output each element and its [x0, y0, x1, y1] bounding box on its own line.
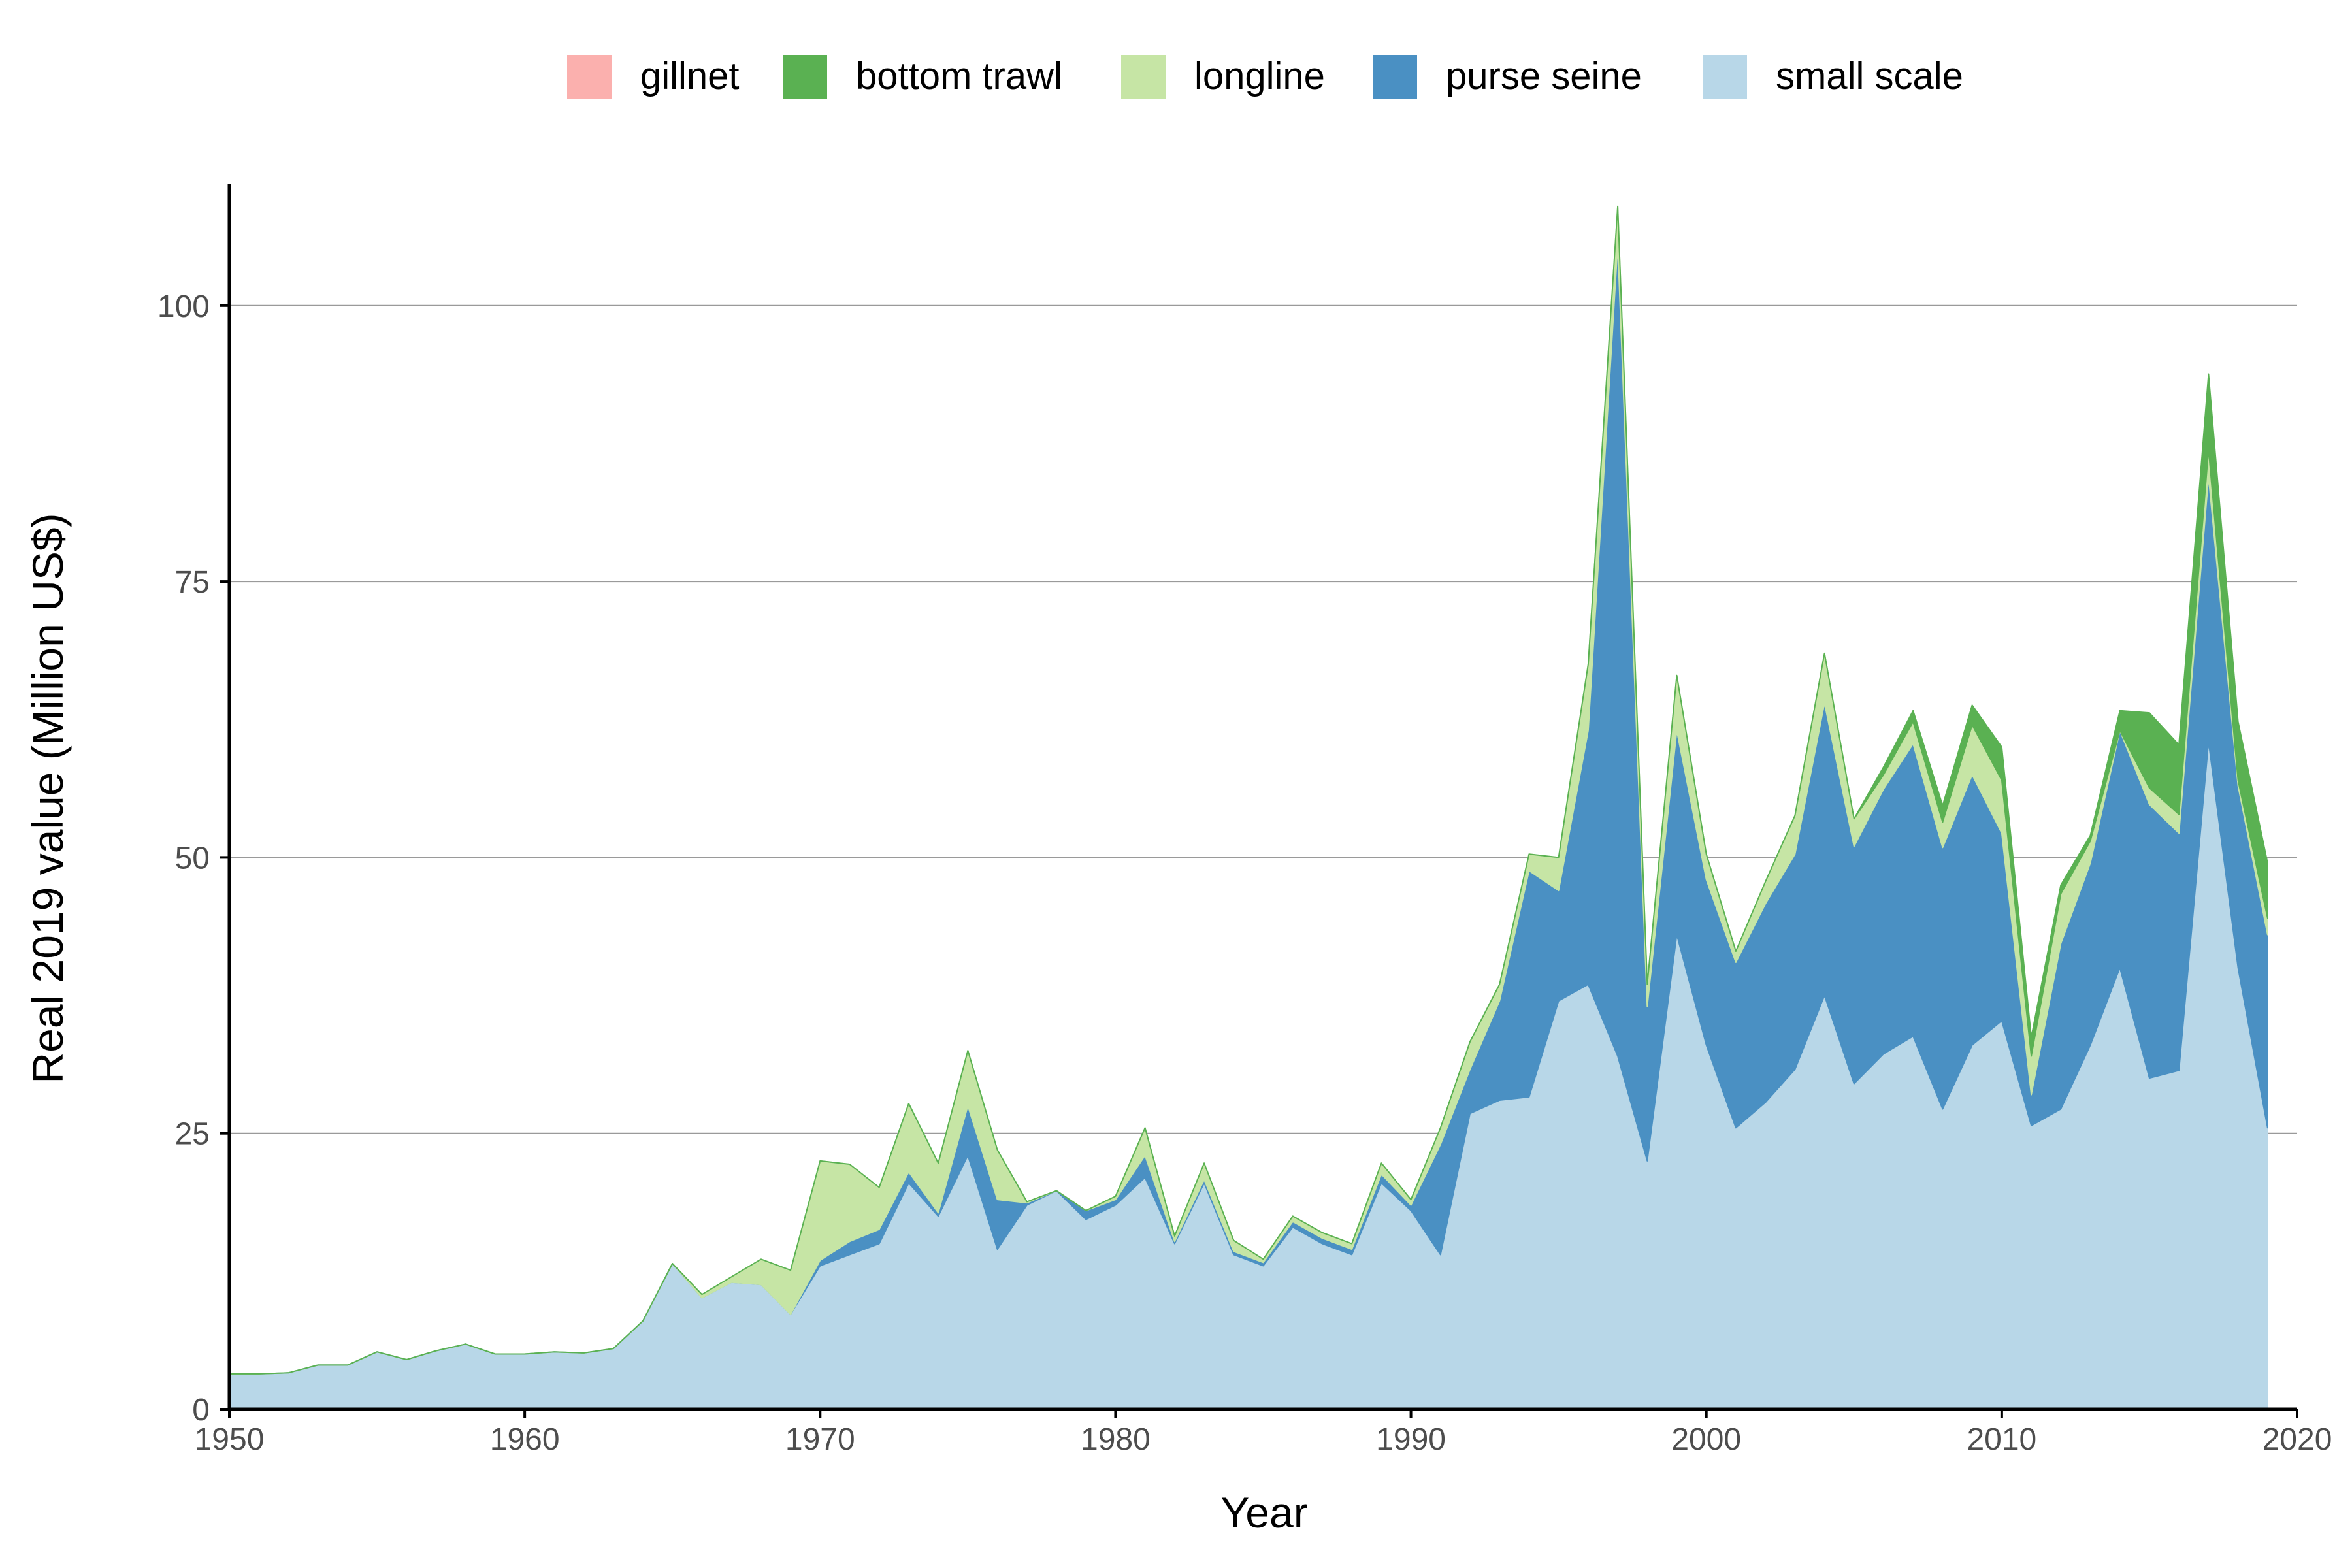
x-axis-ticks: 1950 1960 1970 1980 1990 2000 2010 2020 [195, 1409, 2332, 1457]
x-tick-label-1990: 1990 [1376, 1422, 1446, 1457]
y-tick-label-50: 50 [175, 841, 210, 875]
legend-item-gillnet: gillnet [567, 55, 740, 99]
axes [227, 184, 2297, 1411]
legend-label-gillnet: gillnet [640, 55, 740, 97]
series-areas [229, 205, 2268, 1410]
y-tick-label-100: 100 [157, 289, 210, 324]
x-axis-title: Year [1220, 1488, 1307, 1537]
legend: gillnet bottom trawl longline purse seine sm… [567, 55, 1963, 99]
legend-label-longline: longline [1194, 55, 1325, 97]
legend-label-purse-seine: purse seine [1446, 55, 1642, 97]
legend-swatch-bottom-trawl [783, 55, 827, 99]
legend-swatch-small-scale [1703, 55, 1747, 99]
y-tick-label-25: 25 [175, 1117, 210, 1152]
legend-item-small-scale: small scale [1703, 55, 1963, 99]
legend-item-bottom-trawl: bottom trawl [783, 55, 1062, 99]
y-tick-label-75: 75 [175, 565, 210, 600]
y-axis-title: Real 2019 value (Million US$) [24, 513, 72, 1083]
x-tick-label-1950: 1950 [195, 1422, 265, 1457]
y-axis-ticks: 0 25 50 75 100 [157, 289, 229, 1428]
legend-label-small-scale: small scale [1776, 55, 1963, 97]
legend-item-purse-seine: purse seine [1373, 55, 1642, 99]
y-tick-label-0: 0 [192, 1393, 210, 1428]
area-bottom-trawl [229, 205, 2268, 1375]
legend-swatch-gillnet [567, 55, 612, 99]
legend-label-bottom-trawl: bottom trawl [856, 55, 1062, 97]
x-tick-label-1980: 1980 [1081, 1422, 1151, 1457]
x-tick-label-1970: 1970 [785, 1422, 855, 1457]
x-tick-label-1960: 1960 [490, 1422, 560, 1457]
legend-swatch-longline [1121, 55, 1166, 99]
x-tick-label-2000: 2000 [1671, 1422, 1741, 1457]
legend-swatch-purse-seine [1373, 55, 1417, 99]
x-tick-label-2010: 2010 [1967, 1422, 2036, 1457]
x-tick-label-2020: 2020 [2262, 1422, 2332, 1457]
legend-item-longline: longline [1121, 55, 1325, 99]
